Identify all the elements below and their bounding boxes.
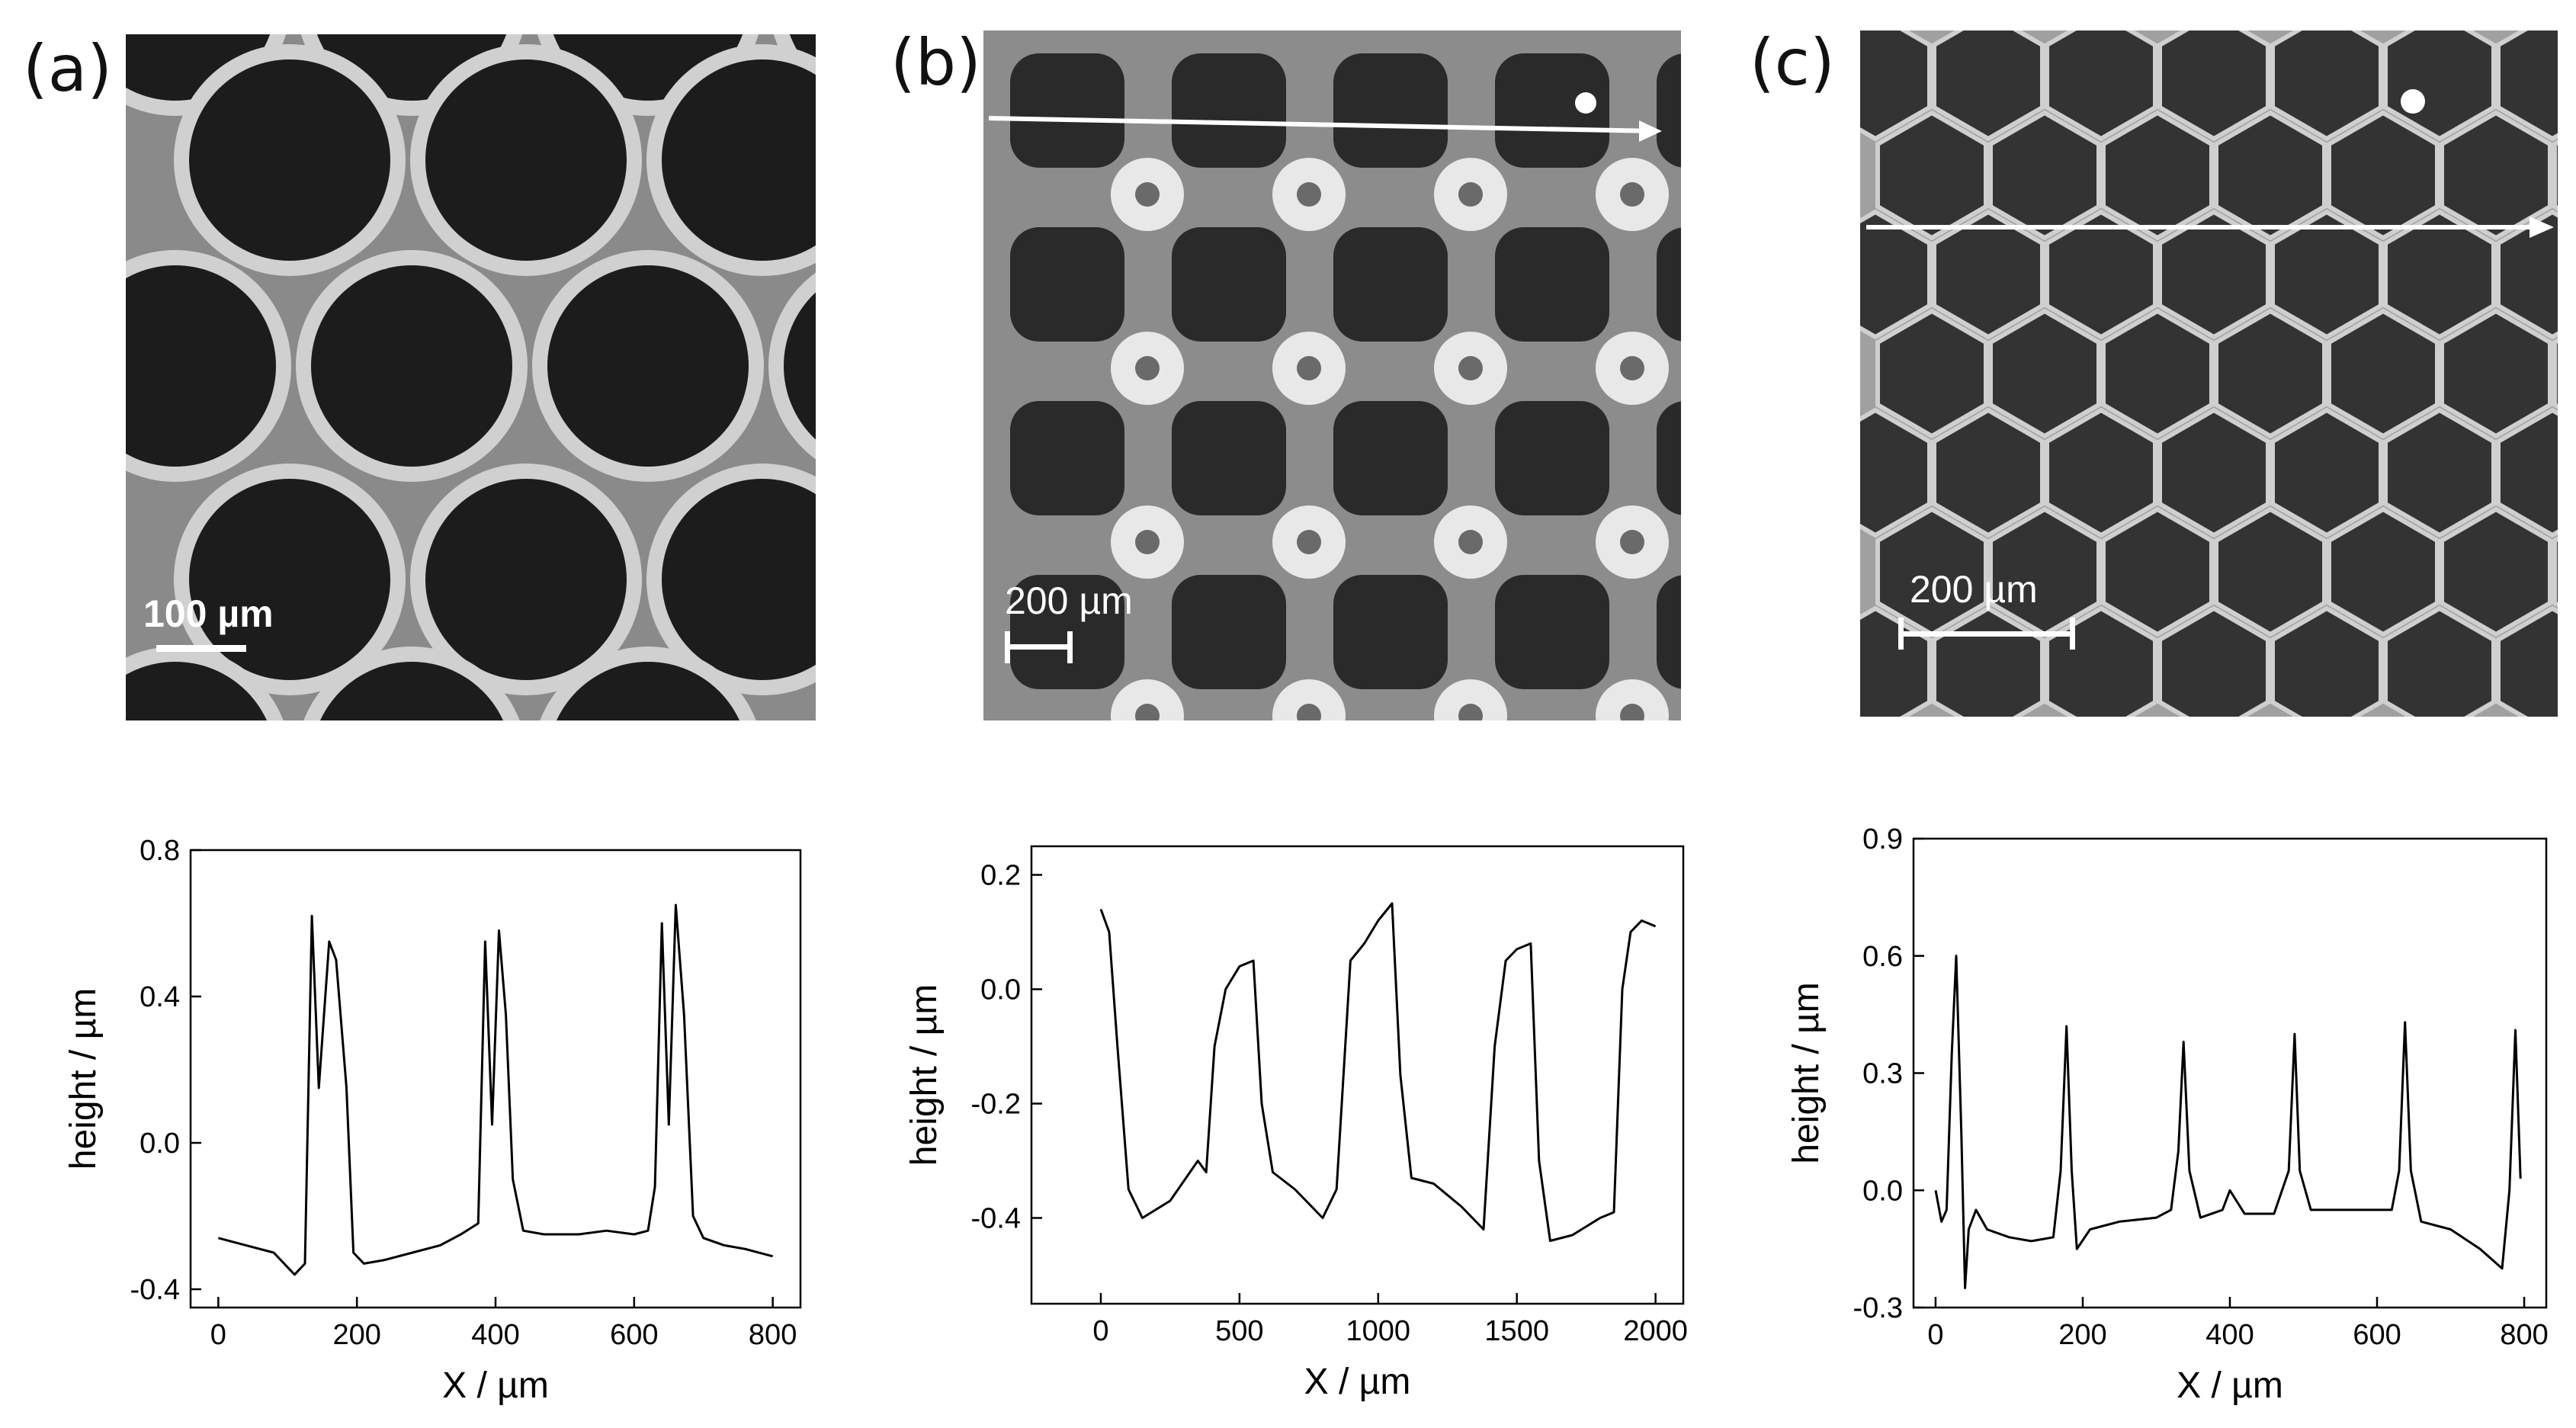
x-tick-label: 1000 bbox=[1346, 1315, 1411, 1347]
height-profile-line bbox=[218, 903, 773, 1276]
micrograph-a: 100 µm bbox=[126, 34, 816, 720]
y-tick-label: 0.0 bbox=[140, 1128, 180, 1160]
height-profile-line bbox=[1934, 955, 2522, 1289]
y-tick-label: -0.4 bbox=[971, 1203, 1021, 1235]
x-tick-label: 0 bbox=[210, 1319, 226, 1351]
y-tick-label: -0.3 bbox=[1853, 1292, 1903, 1324]
plot-frame bbox=[1030, 845, 1685, 1305]
y-tick-label: 0.6 bbox=[1862, 941, 1903, 973]
x-tick-label: 600 bbox=[610, 1319, 658, 1351]
x-tick-label: 200 bbox=[2058, 1319, 2106, 1351]
scale-bar-label-a: 100 µm bbox=[143, 592, 274, 635]
y-tick-label: 0.9 bbox=[1862, 823, 1903, 855]
x-tick-label: 500 bbox=[1215, 1315, 1263, 1347]
y-tick-label: 0.4 bbox=[140, 981, 180, 1013]
y-tick-label: 0.0 bbox=[980, 974, 1021, 1006]
x-axis-label: X / µm bbox=[442, 1365, 549, 1406]
x-tick-label: 600 bbox=[2353, 1319, 2401, 1351]
x-axis-label: X / µm bbox=[1304, 1362, 1411, 1402]
panel-label-b: (b) bbox=[890, 25, 981, 100]
y-tick-label: 0.0 bbox=[1862, 1175, 1903, 1207]
x-tick-label: 800 bbox=[749, 1319, 797, 1351]
y-tick-label: 0.3 bbox=[1862, 1058, 1903, 1090]
y-axis-label: height / µm bbox=[1786, 982, 1827, 1163]
y-tick-label: -0.4 bbox=[130, 1274, 180, 1306]
x-tick-label: 800 bbox=[2500, 1319, 2548, 1351]
height-profile-line bbox=[1099, 902, 1657, 1242]
micrograph-b: 200 µm bbox=[983, 30, 1681, 720]
height-profile-chart-c: 0 200 400 600 800 -0.3 0.0 0.3 0.6 0.9 X / µm heigh… bbox=[1786, 823, 2549, 1406]
x-axis-label: X / µm bbox=[2177, 1365, 2283, 1406]
y-tick-label: 0.2 bbox=[980, 860, 1021, 892]
y-axis-label: height / µm bbox=[63, 988, 104, 1170]
scale-bar-label-c: 200 µm bbox=[1910, 568, 2038, 611]
height-profile-chart-a: 0 200 400 600 800 -0.4 0.0 0.4 0.8 X / µm height /… bbox=[63, 835, 802, 1406]
x-tick-label: 2000 bbox=[1623, 1315, 1688, 1347]
micrograph-c: 200 µm bbox=[1860, 30, 2558, 717]
x-tick-label: 1500 bbox=[1484, 1315, 1549, 1347]
x-tick-label: 200 bbox=[332, 1319, 380, 1351]
height-profile-chart-b: 0 500 1000 1500 2000 -0.4 -0.2 0.0 0.2 X / µm heig… bbox=[904, 845, 1688, 1402]
x-tick-label: 0 bbox=[1092, 1315, 1108, 1347]
panel-label-c: (c) bbox=[1750, 25, 1835, 100]
y-axis-label: height / µm bbox=[904, 984, 945, 1166]
x-tick-label: 400 bbox=[471, 1319, 519, 1351]
panel-label-a: (a) bbox=[23, 31, 113, 106]
y-tick-label: -0.2 bbox=[971, 1089, 1021, 1121]
x-tick-label: 400 bbox=[2205, 1319, 2254, 1351]
x-tick-label: 0 bbox=[1927, 1319, 1943, 1351]
y-tick-label: 0.8 bbox=[140, 835, 180, 867]
scale-bar-label-b: 200 µm bbox=[1005, 579, 1133, 622]
